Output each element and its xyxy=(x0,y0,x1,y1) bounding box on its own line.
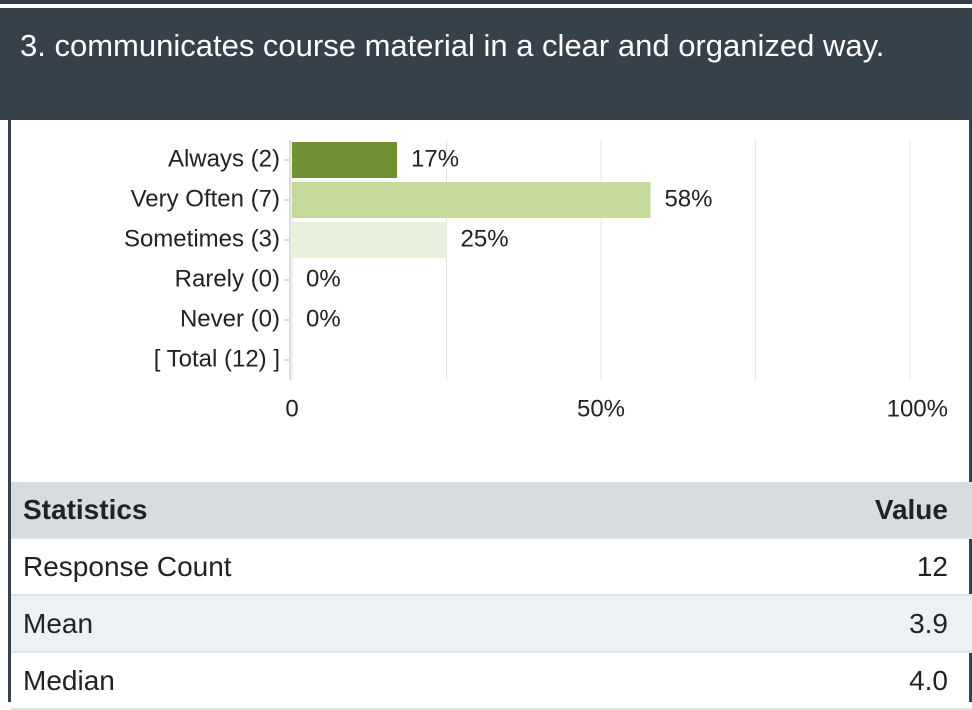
table-header: Statistics Value xyxy=(11,482,972,539)
bar xyxy=(292,182,651,218)
y-tick-label: Sometimes (3) xyxy=(124,225,280,252)
cell: Median xyxy=(11,652,665,710)
y-tick-label: Never (0) xyxy=(180,305,280,332)
y-tick-label: Rarely (0) xyxy=(175,265,280,292)
value-label: 0% xyxy=(306,305,341,332)
cell: 12 xyxy=(665,538,972,596)
table-row: Median 4.0 xyxy=(11,652,972,710)
border xyxy=(969,120,972,702)
border xyxy=(8,120,11,702)
chart: 0 50% 100% Always (2) 17% Very Often (7) 58% So… xyxy=(124,140,948,422)
x-tick-label: 100% xyxy=(887,395,948,422)
statistics-table: Statistics Value Response Count 12 Mean … xyxy=(11,482,972,710)
value-label: 0% xyxy=(306,265,341,292)
table-row: Mean 3.9 xyxy=(11,595,972,653)
y-tick-label: Very Often (7) xyxy=(131,185,280,212)
x-tick-label: 0 xyxy=(285,395,298,422)
cell: Response Count xyxy=(11,538,665,596)
x-tick-label: 50% xyxy=(577,395,625,422)
value-label: 25% xyxy=(461,225,509,252)
table-row: Response Count 12 xyxy=(11,538,972,596)
header-cell: Statistics xyxy=(11,482,665,539)
value-label: 17% xyxy=(411,145,459,172)
y-tick-label: Always (2) xyxy=(168,145,280,172)
value-label: 58% xyxy=(664,185,712,212)
cell: 3.9 xyxy=(665,595,972,653)
question-title: 3. communicates course material in a cle… xyxy=(0,8,972,120)
cell: 4.0 xyxy=(665,652,972,710)
y-tick-label: [ Total (12) ] xyxy=(154,345,280,372)
bar xyxy=(292,142,398,178)
top-border xyxy=(0,0,972,4)
cell: Mean xyxy=(11,595,665,653)
bar xyxy=(292,222,447,258)
header-cell: Value xyxy=(665,482,972,539)
